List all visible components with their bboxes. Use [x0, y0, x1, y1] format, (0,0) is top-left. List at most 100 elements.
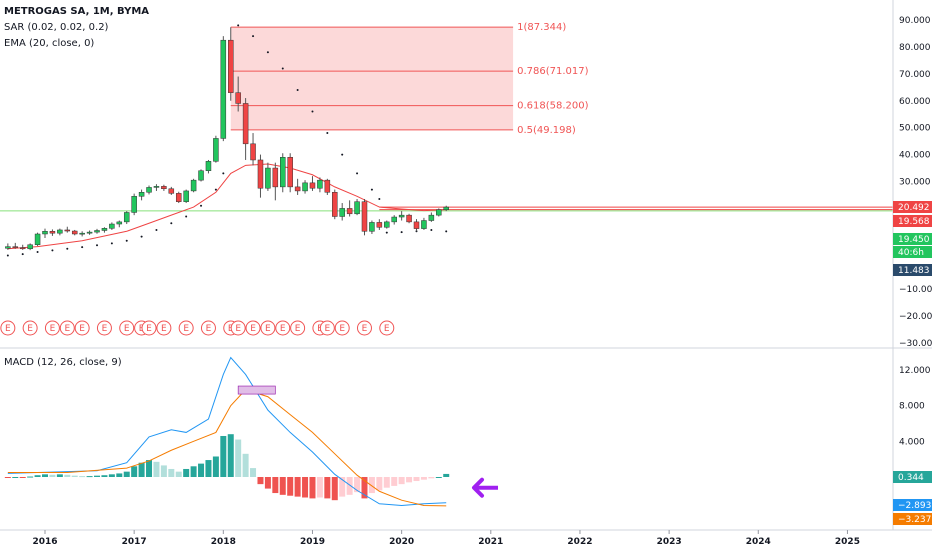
histogram-bar [4, 477, 11, 478]
histogram-bar [413, 477, 420, 482]
sar-dot [370, 188, 373, 191]
macd-histogram [4, 434, 450, 501]
earnings-letter: E [206, 324, 212, 334]
candle-body [168, 188, 175, 194]
candle-body [361, 201, 368, 232]
legend-macd: MACD (12, 26, close, 9) [4, 357, 122, 368]
time-tick-label: 2018 [211, 537, 236, 547]
histogram-bar [272, 477, 279, 494]
sar-dot [252, 35, 255, 38]
candle [220, 36, 227, 142]
candle [384, 220, 390, 229]
sar-dot [155, 228, 158, 231]
price-badge: 19.450 [893, 233, 932, 245]
price-badge-text: 19.568 [898, 217, 930, 227]
candle [123, 211, 130, 225]
earnings-marker: E [119, 320, 135, 336]
highlight-box [237, 385, 276, 395]
earnings-letter: E [146, 324, 152, 334]
histogram-bar [435, 477, 442, 478]
candle-body [294, 186, 301, 192]
earnings-circle [0, 320, 16, 336]
sar-dot [36, 251, 39, 254]
candle-body [272, 167, 279, 188]
candle-body [146, 187, 152, 193]
candle-body [138, 192, 145, 197]
earnings-letter: E [362, 324, 368, 334]
candle-body [42, 231, 48, 235]
legend-sar: SAR (0.02, 0.02, 0.2) [4, 22, 109, 33]
earnings-letter: E [384, 324, 390, 334]
candle-body [280, 157, 286, 188]
candle [369, 220, 375, 234]
candle [168, 186, 175, 195]
candle-body [57, 229, 63, 234]
candle-body [161, 186, 167, 190]
histogram-bar [27, 476, 34, 478]
histogram-bar [138, 462, 145, 477]
histogram-bar [242, 453, 249, 477]
price-tick-label: 70.000 [899, 70, 931, 80]
purple-arrow [472, 477, 498, 498]
sar-dot [125, 239, 128, 242]
candle [309, 176, 316, 191]
candle-body [153, 186, 160, 188]
earnings-letter: E [64, 324, 70, 334]
fib-level-label: 0.618(58.200) [517, 101, 589, 112]
candle [413, 219, 420, 232]
candle [242, 98, 249, 160]
histogram-bar [376, 477, 383, 491]
candle [287, 153, 293, 193]
candle [109, 222, 115, 230]
candle [190, 178, 197, 193]
price-badge-text: 19.450 [898, 235, 930, 245]
candle [228, 27, 234, 101]
candle [34, 232, 41, 247]
candle [443, 205, 449, 212]
earnings-circle [119, 320, 135, 336]
candle [250, 133, 256, 166]
earnings-circle [319, 320, 335, 336]
histogram-bar [190, 466, 197, 477]
sar-dot [296, 88, 299, 91]
price-tick-label: 90.000 [899, 16, 931, 26]
sar-dot [237, 24, 240, 27]
histogram-bar [428, 477, 435, 479]
histogram-bar [227, 434, 234, 477]
earnings-marker: E [356, 320, 372, 336]
candle-body [12, 246, 19, 248]
candle-body [384, 221, 390, 228]
earnings-circle [334, 320, 350, 336]
candle [153, 184, 160, 191]
histogram-bar [346, 477, 353, 495]
sar-dot [430, 228, 433, 231]
price-badge: 40:6h [893, 246, 932, 258]
candle [42, 228, 48, 239]
macd-badge-box [893, 513, 932, 525]
histogram-bar [153, 461, 160, 477]
sar-dot [96, 244, 99, 247]
macd-badge: −3.237 [893, 513, 932, 525]
sar-dot [140, 235, 143, 238]
ema-polyline [7, 163, 447, 250]
histogram-bar [391, 477, 398, 486]
histogram-bar [86, 476, 93, 478]
price-badge-box [893, 201, 932, 213]
histogram-bar [212, 456, 219, 477]
sar-dot [214, 188, 217, 191]
candle [324, 178, 331, 195]
time-tick-label: 2024 [746, 537, 771, 547]
macd-polyline [7, 356, 447, 507]
sar-dot [445, 230, 448, 233]
sar-dot [21, 253, 24, 256]
candle [436, 208, 442, 217]
candle [183, 189, 189, 204]
earnings-marker: E [334, 320, 350, 336]
candle-body [34, 233, 41, 246]
sar-dot [81, 246, 84, 249]
earnings-marker: E [245, 320, 261, 336]
histogram-bar [34, 475, 41, 477]
price-badge-box [893, 215, 932, 227]
earnings-circle [59, 320, 75, 336]
candle [71, 229, 78, 236]
